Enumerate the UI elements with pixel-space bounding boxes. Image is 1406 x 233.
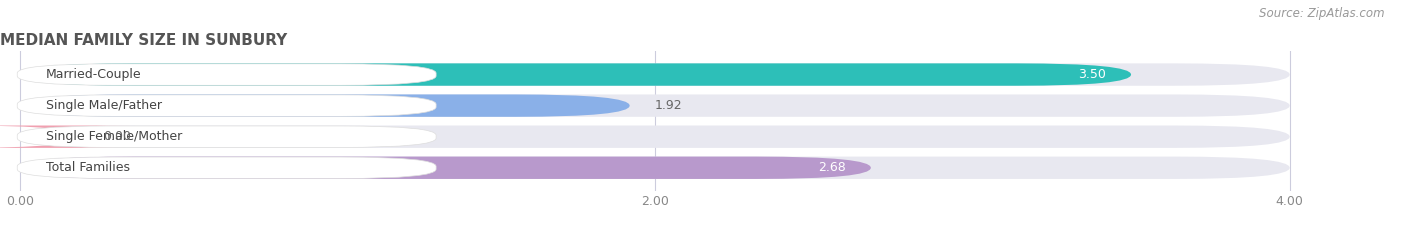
FancyBboxPatch shape — [21, 63, 1130, 86]
FancyBboxPatch shape — [17, 126, 436, 147]
Text: 1.92: 1.92 — [655, 99, 683, 112]
FancyBboxPatch shape — [0, 126, 135, 148]
FancyBboxPatch shape — [21, 94, 630, 117]
Text: Married-Couple: Married-Couple — [46, 68, 142, 81]
FancyBboxPatch shape — [21, 157, 1289, 179]
FancyBboxPatch shape — [21, 126, 1289, 148]
FancyBboxPatch shape — [17, 157, 436, 178]
Text: MEDIAN FAMILY SIZE IN SUNBURY: MEDIAN FAMILY SIZE IN SUNBURY — [0, 34, 288, 48]
Text: Single Female/Mother: Single Female/Mother — [46, 130, 181, 143]
Text: 3.50: 3.50 — [1078, 68, 1105, 81]
FancyBboxPatch shape — [21, 63, 1289, 86]
FancyBboxPatch shape — [21, 94, 1289, 117]
Text: Single Male/Father: Single Male/Father — [46, 99, 162, 112]
FancyBboxPatch shape — [21, 157, 870, 179]
Text: 2.68: 2.68 — [818, 161, 845, 174]
Text: 0.00: 0.00 — [103, 130, 131, 143]
Text: Total Families: Total Families — [46, 161, 129, 174]
Text: Source: ZipAtlas.com: Source: ZipAtlas.com — [1260, 7, 1385, 20]
FancyBboxPatch shape — [17, 64, 436, 85]
FancyBboxPatch shape — [17, 95, 436, 116]
